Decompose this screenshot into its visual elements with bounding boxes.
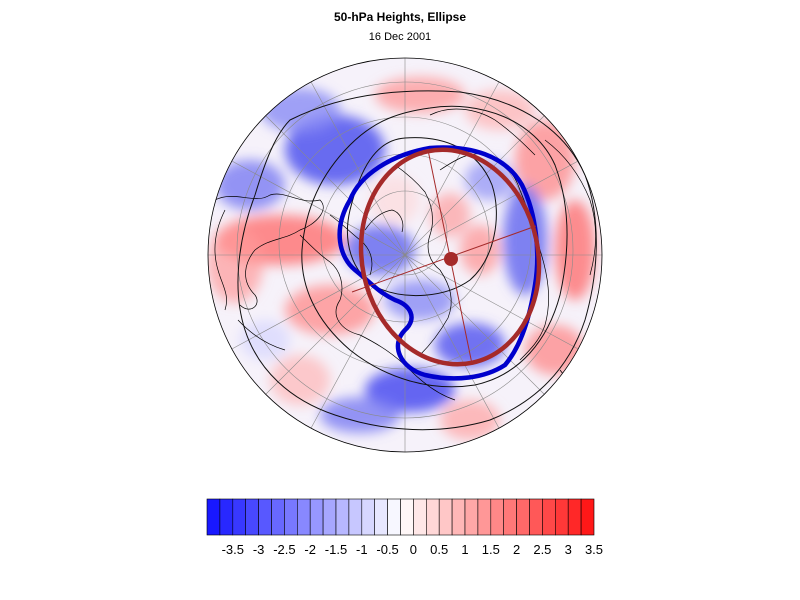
colorbar-bin (232, 498, 247, 536)
colorbar-bin (490, 498, 504, 536)
colorbar-tick-label: 1.5 (481, 542, 500, 557)
colorbar-tick-label: 1 (461, 542, 469, 557)
colorbar-bin (348, 498, 363, 536)
colorbar-bin (309, 498, 324, 536)
colorbar-tick-label: 2.5 (533, 542, 552, 557)
globe-border (207, 57, 603, 453)
vortex-edge-contour (337, 145, 540, 381)
colorbar-bin (361, 498, 375, 536)
colorbar-tick-label: -1.5 (324, 542, 348, 557)
colorbar-bin (529, 498, 543, 536)
colorbar-bin (516, 498, 530, 536)
colorbar-bin (451, 498, 466, 536)
colorbar-tick-label: -1 (356, 542, 368, 557)
colorbar-bin (464, 498, 479, 536)
colorbar-bin (554, 498, 569, 536)
colorbar-bin (284, 498, 298, 536)
colorbar-bin (387, 498, 401, 536)
colorbar-bin (542, 498, 556, 536)
colorbar-bin (271, 498, 285, 536)
colorbar-bin (567, 498, 582, 536)
colorbar-bin (477, 498, 492, 536)
colorbar-bin (322, 498, 337, 536)
colorbar (206, 498, 595, 536)
colorbar-tick-label: 0.5 (430, 542, 449, 557)
colorbar-tick-label: -3.5 (221, 542, 244, 557)
graticule (208, 58, 602, 452)
colorbar-bin (219, 498, 234, 536)
colorbar-bin (258, 498, 272, 536)
colorbar-bin (245, 498, 259, 536)
colorbar-bin (374, 498, 388, 536)
fitted-ellipse (351, 147, 542, 367)
colorbar-tick-label: -2 (304, 542, 316, 557)
ellipse-center-marker (444, 252, 458, 266)
map-title: 50-hPa Heights, Ellipse (333, 10, 467, 24)
colorbar-tick-label: 3 (564, 542, 572, 557)
colorbar-bin (335, 498, 350, 536)
colorbar-bin (438, 498, 453, 536)
colorbar-bin (400, 498, 414, 536)
colorbar-bin (296, 498, 311, 536)
colorbar-tick-label: 3.5 (584, 542, 604, 557)
colorbar-tick-label: 2 (512, 542, 521, 557)
colorbar-bin (580, 498, 595, 536)
colorbar-tick-label: 0 (409, 542, 417, 557)
colorbar-bin (413, 498, 427, 536)
colorbar-tick-label: -3 (252, 542, 265, 557)
colorbar-bin (503, 498, 517, 536)
colorbar-tick-label: -2.5 (273, 542, 296, 557)
colorbar-tick-label: -0.5 (376, 542, 399, 557)
ellipse-outline (358, 147, 542, 367)
colorbar-bin (206, 498, 221, 536)
colorbar-bin (425, 498, 440, 536)
map-date: 16 Dec 2001 (368, 31, 432, 43)
